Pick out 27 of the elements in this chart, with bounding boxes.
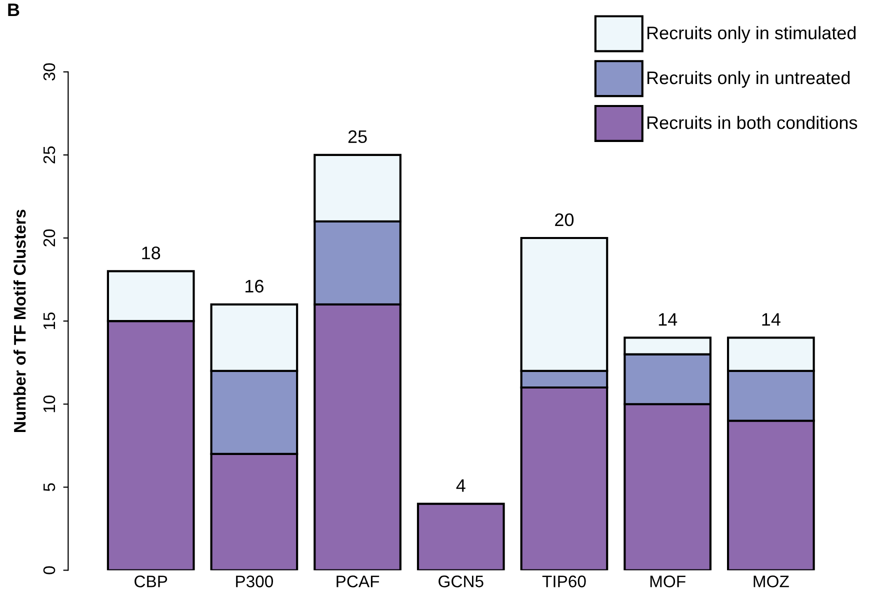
x-tick-label: MOF bbox=[650, 576, 686, 588]
y-axis-title: Number of TF Motif Clusters bbox=[13, 210, 26, 432]
total-label: 4 bbox=[456, 479, 466, 492]
y-tick-label: 30 bbox=[43, 63, 56, 81]
legend-label: Recruits in both conditions bbox=[647, 116, 858, 130]
total-label: 18 bbox=[142, 246, 160, 260]
y-tick-label: 15 bbox=[44, 312, 56, 330]
legend-label: Recruits only in untreated bbox=[647, 70, 850, 88]
x-tick-label: GCN5 bbox=[438, 576, 484, 588]
total-label: 14 bbox=[658, 313, 678, 326]
x-tick-label: TIP60 bbox=[542, 576, 586, 588]
legend-label: Recruits only in stimulated bbox=[647, 26, 856, 43]
y-tick-label: 25 bbox=[43, 146, 56, 164]
x-tick-label: PCAF bbox=[336, 576, 380, 588]
x-tick-label: MOZ bbox=[754, 576, 789, 588]
x-tick-label: P300 bbox=[236, 576, 274, 588]
y-tick-label: 5 bbox=[44, 483, 56, 492]
y-tick-label: 20 bbox=[43, 229, 56, 246]
y-tick-label: 0 bbox=[43, 566, 56, 574]
x-tick-label: CBP bbox=[134, 576, 168, 588]
y-tick-label: 10 bbox=[43, 396, 56, 412]
total-label: 25 bbox=[348, 130, 367, 144]
total-label: 14 bbox=[762, 313, 780, 326]
bar bbox=[416, 502, 505, 570]
total-label: 20 bbox=[555, 213, 574, 226]
text: B bbox=[8, 4, 20, 16]
total-label: 16 bbox=[246, 280, 264, 293]
